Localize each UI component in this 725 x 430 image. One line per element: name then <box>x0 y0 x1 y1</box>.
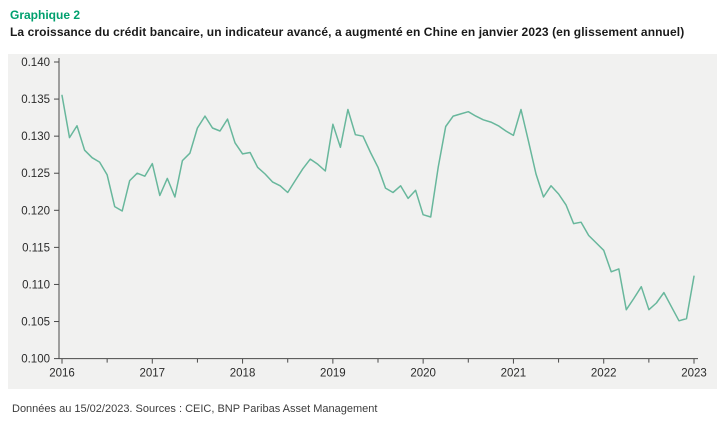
y-tick-label: 0.135 <box>21 94 50 106</box>
chart-title: La croissance du crédit bancaire, un ind… <box>10 25 685 39</box>
chart-kicker: Graphique 2 <box>10 8 81 22</box>
x-tick-label: 2023 <box>681 368 707 380</box>
y-tick-label: 0.140 <box>21 57 50 69</box>
y-tick-label: 0.110 <box>22 279 50 291</box>
y-tick-label: 0.130 <box>21 131 50 143</box>
x-tick-label: 2016 <box>49 368 75 380</box>
y-tick-label: 0.125 <box>21 168 50 180</box>
x-tick-label: 2020 <box>410 368 436 380</box>
y-tick-label: 0.120 <box>21 205 50 217</box>
y-tick-label: 0.105 <box>21 317 50 329</box>
x-tick-label: 2017 <box>139 368 165 380</box>
x-tick-label: 2021 <box>501 368 527 380</box>
x-tick-label: 2019 <box>320 368 346 380</box>
chart-panel: 0.100 0.105 0.110 0.115 0.120 0.125 0.130 0.135… <box>8 54 717 389</box>
line-chart: 0.100 0.105 0.110 0.115 0.120 0.125 0.130 0.135… <box>21 57 707 380</box>
chart-header: Graphique 2 La croissance du crédit banc… <box>10 8 715 39</box>
x-tick-label: 2022 <box>591 368 617 380</box>
credit-growth-line <box>61 94 695 322</box>
source-note: Données au 15/02/2023. Sources : CEIC, B… <box>12 403 378 415</box>
y-tick-label: 0.100 <box>21 354 50 366</box>
y-tick-label: 0.115 <box>22 242 50 254</box>
x-tick-label: 2018 <box>230 368 256 380</box>
